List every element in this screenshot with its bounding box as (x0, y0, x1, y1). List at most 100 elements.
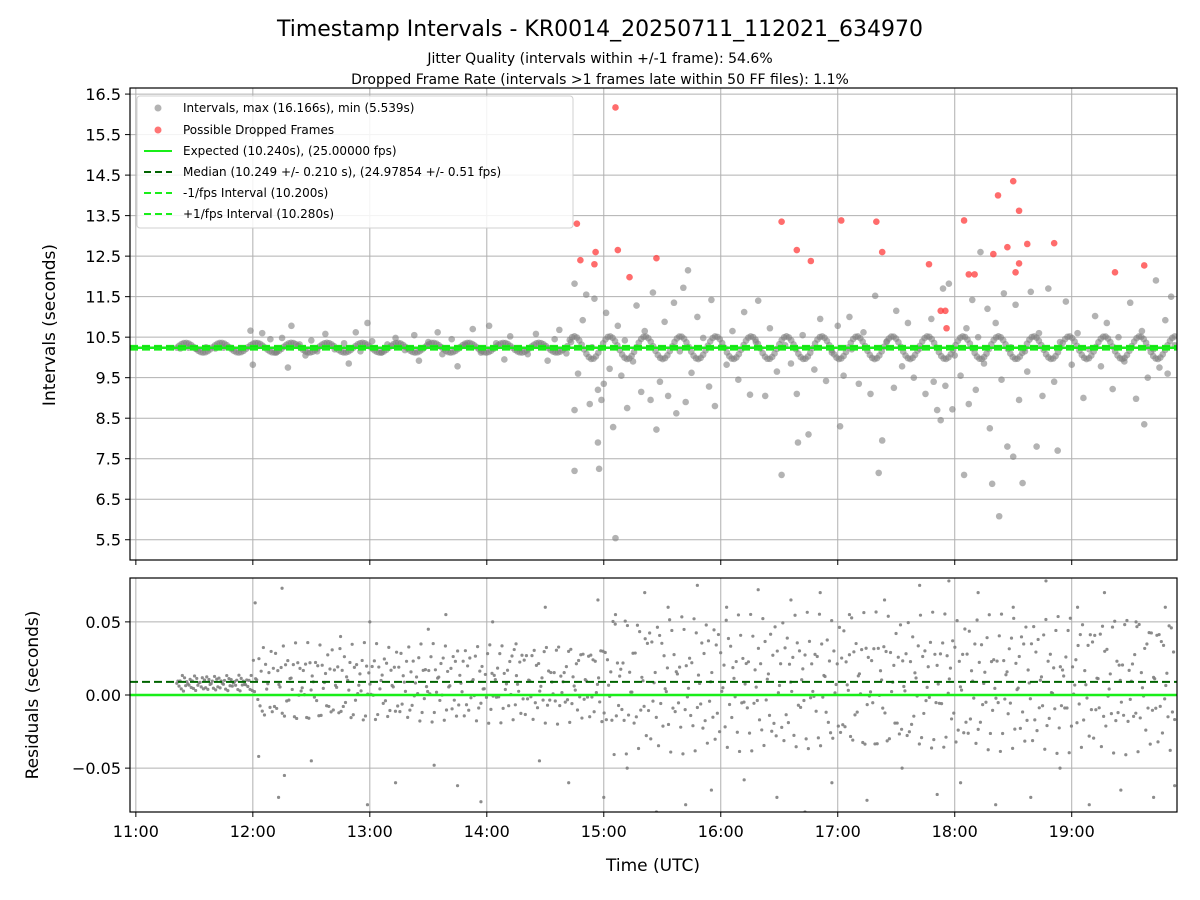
interval-point (892, 307, 900, 315)
residual-point (676, 701, 681, 705)
residual-point (1148, 742, 1152, 746)
interval-point (1050, 378, 1058, 386)
residual-point (362, 640, 366, 645)
residual-point (694, 631, 698, 635)
residual-point (260, 709, 264, 713)
residual-point (813, 652, 817, 656)
residual-point (719, 651, 723, 655)
interval-point (278, 334, 286, 342)
residual-point (612, 752, 616, 757)
residual-point (763, 639, 767, 644)
interval-point (602, 309, 610, 317)
dropped-frame-point (573, 220, 581, 228)
residual-point (1054, 628, 1058, 633)
residual-point (257, 754, 261, 759)
residual-point (453, 659, 457, 663)
residual-point (359, 689, 363, 693)
residual-point (824, 710, 828, 714)
residual-point (806, 747, 810, 751)
residual-point (699, 702, 703, 706)
residual-point (364, 664, 369, 668)
residual-point (376, 712, 380, 717)
residual-point (1046, 659, 1050, 663)
x-tick-label: 12:00 (230, 822, 276, 841)
residual-point (1099, 744, 1104, 749)
residual-point (1042, 633, 1046, 637)
residual-point (756, 646, 761, 650)
residual-point (731, 665, 735, 670)
residual-point (922, 711, 926, 716)
residual-point (460, 690, 464, 694)
residual-point (350, 642, 354, 646)
dropped-frame-point (965, 271, 973, 278)
interval-point (258, 329, 266, 337)
residual-point (721, 686, 725, 690)
residual-point (464, 703, 469, 707)
residual-point (1068, 616, 1072, 620)
residual-point (543, 721, 547, 725)
interval-point (322, 330, 329, 338)
residual-point (1076, 643, 1080, 648)
residual-point (446, 669, 450, 674)
residual-point (582, 697, 586, 701)
residual-point (499, 721, 503, 725)
residual-point (761, 617, 765, 621)
residual-point (262, 713, 267, 717)
residual-point (430, 720, 434, 724)
interval-point (284, 364, 292, 371)
residual-point (739, 633, 743, 637)
residual-point (921, 654, 925, 659)
residual-point (1067, 751, 1071, 755)
residual-point (981, 703, 985, 707)
x-tick-label: 14:00 (464, 822, 510, 841)
residual-point (1096, 676, 1100, 681)
interval-point (1144, 374, 1152, 381)
residual-point (756, 588, 760, 592)
residual-point (881, 706, 885, 710)
residual-point (662, 654, 666, 658)
residual-point (289, 676, 293, 680)
residual-point (659, 701, 663, 706)
residual-point (336, 665, 340, 669)
residual-point (660, 641, 664, 645)
residual-point (458, 673, 462, 677)
residual-point (1069, 724, 1074, 728)
residual-point (596, 598, 600, 602)
residual-point (929, 746, 934, 750)
residual-point (934, 700, 938, 705)
residual-point (391, 685, 395, 689)
interval-point (633, 302, 640, 309)
residual-point (1057, 726, 1061, 730)
residual-point (782, 739, 786, 743)
residual-point (1058, 665, 1062, 669)
residual-point (309, 688, 313, 692)
residual-point (537, 661, 541, 666)
residual-point (747, 731, 752, 735)
residual-point (500, 644, 504, 648)
residual-point (793, 613, 797, 617)
residual-point (973, 642, 977, 646)
residual-point (363, 714, 368, 718)
interval-point (937, 416, 944, 424)
residual-point (184, 684, 188, 688)
residual-point (643, 637, 647, 641)
residual-point (524, 654, 529, 658)
interval-point (930, 378, 937, 386)
interval-point (878, 437, 886, 444)
residual-point (779, 662, 783, 666)
residual-point (553, 699, 557, 703)
residual-point (745, 706, 749, 710)
residual-point (1173, 717, 1177, 722)
interval-point (992, 319, 999, 327)
interval-point (972, 386, 980, 394)
interval-point (288, 322, 295, 330)
residual-point (558, 703, 562, 708)
residual-point (535, 706, 540, 710)
residual-point (252, 690, 257, 694)
interval-point (995, 512, 1003, 520)
residual-point (1128, 697, 1132, 702)
residual-point (802, 698, 806, 703)
legend-label-plus-fps: +1/fps Interval (10.280s) (183, 207, 334, 221)
residual-point (321, 686, 325, 690)
residual-point (1079, 745, 1084, 749)
